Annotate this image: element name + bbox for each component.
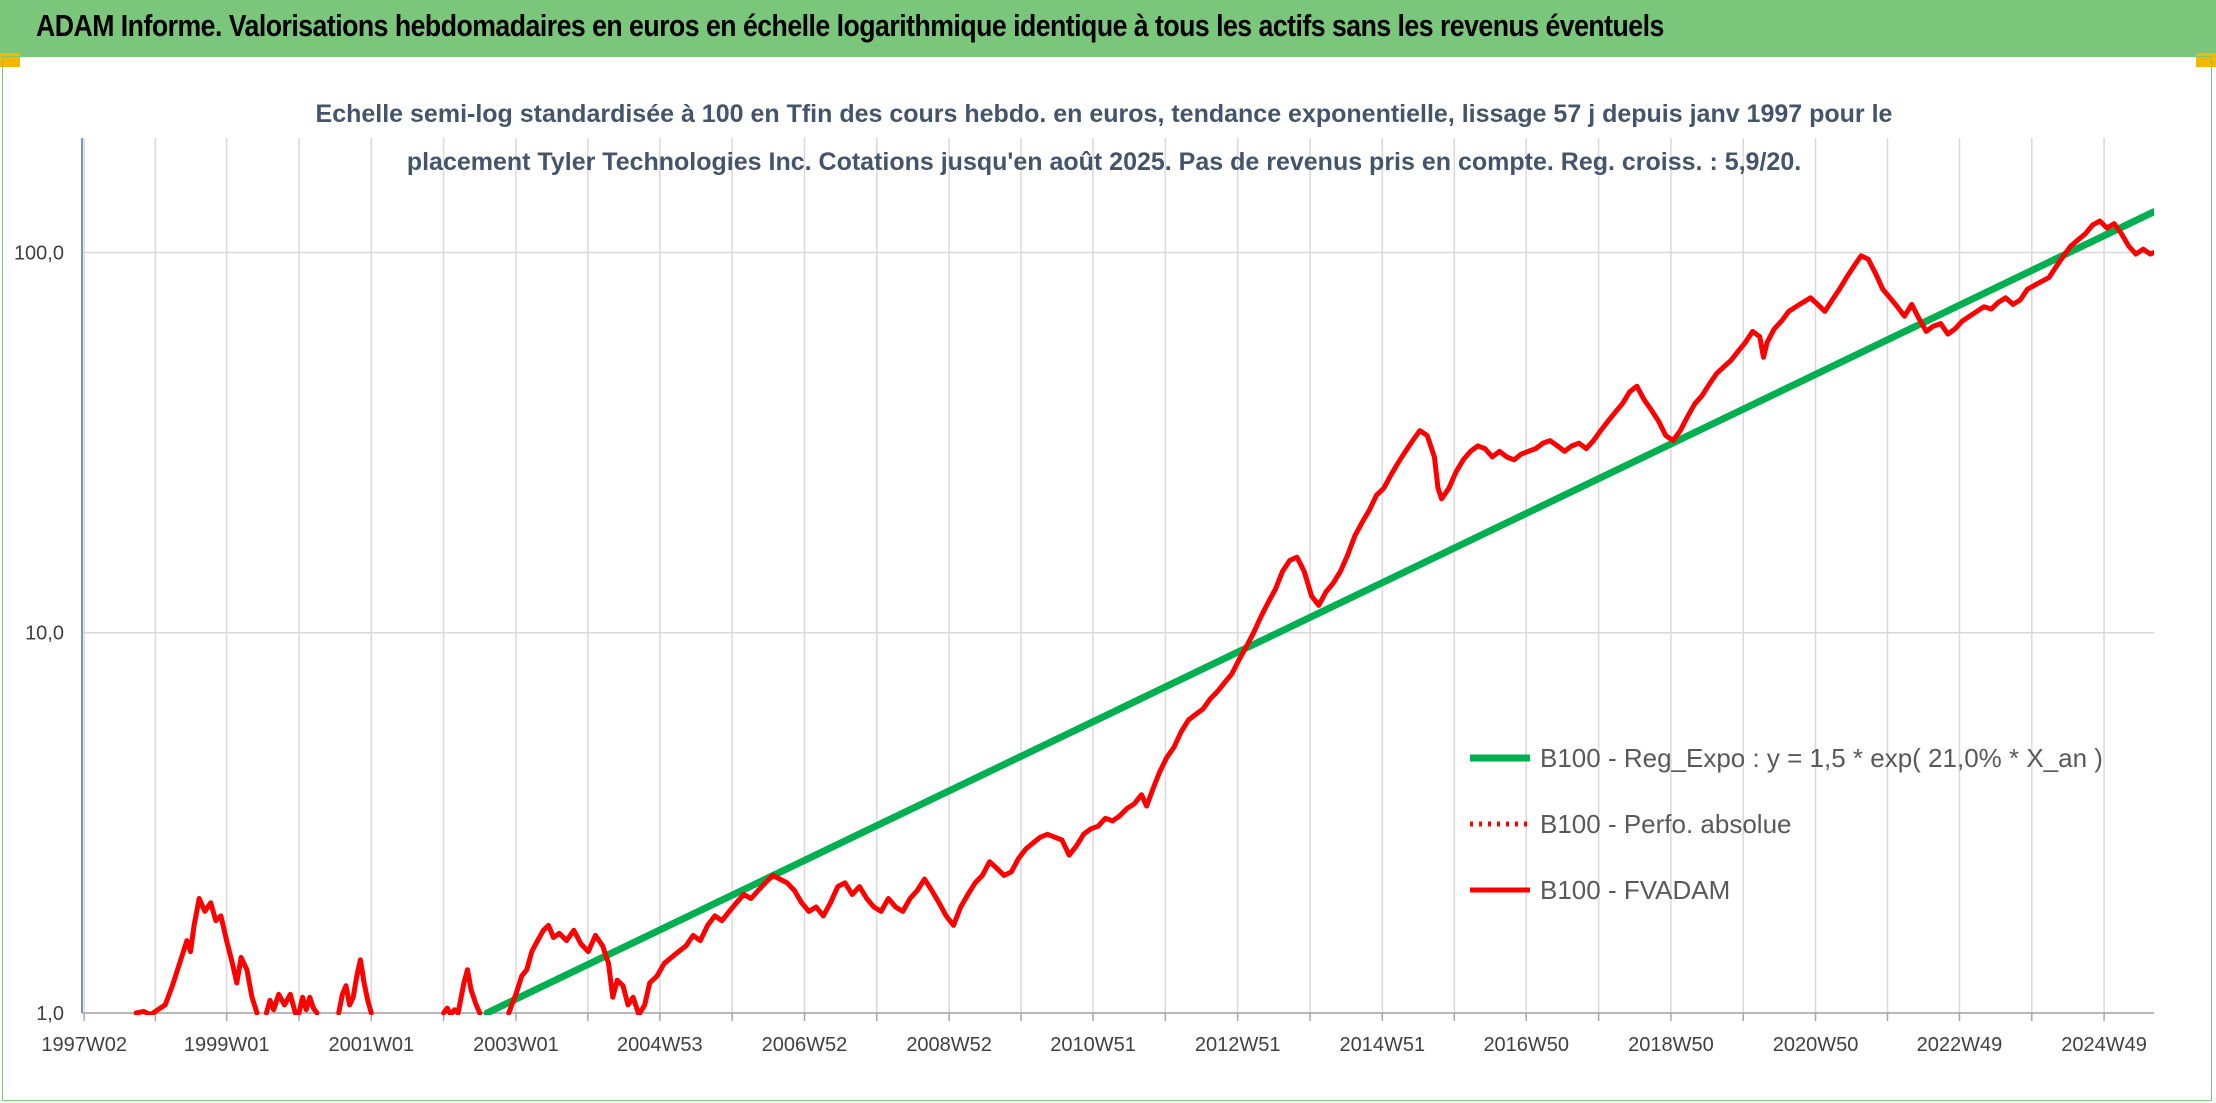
- legend-label-2: B100 - FVADAM: [1540, 875, 1730, 905]
- x-tick-label: 2020W50: [1773, 1034, 1859, 1056]
- x-tick-label: 2001W01: [328, 1034, 414, 1056]
- x-tick-label: 2018W50: [1628, 1034, 1714, 1056]
- series: [133, 208, 2154, 1015]
- x-tick-label: 2010W51: [1050, 1034, 1136, 1056]
- x-tick-label: 2022W49: [1917, 1034, 2003, 1056]
- header-banner: ADAM Informe. Valorisations hebdomadaire…: [0, 0, 2216, 56]
- chart-title: Echelle semi-log standardisée à 100 en T…: [316, 100, 1893, 176]
- x-tick-label: 2006W52: [762, 1034, 848, 1056]
- y-tick-label: 10,0: [25, 623, 64, 645]
- y-tick-label: 100,0: [14, 242, 64, 264]
- x-tick-label: 1999W01: [184, 1034, 270, 1056]
- series-line-2-segment-0: [133, 896, 260, 1015]
- series-line-2-segment-4: [441, 967, 483, 1015]
- series-line-2-segment-1: [263, 991, 298, 1015]
- series-line-2-segment-3: [336, 957, 374, 1015]
- x-tick-label: 1997W02: [41, 1034, 127, 1056]
- chart-title-line-2: placement Tyler Technologies Inc. Cotati…: [407, 148, 1801, 176]
- x-tick-label: 2014W51: [1340, 1034, 1426, 1056]
- x-tick-label: 2024W49: [2061, 1034, 2147, 1056]
- x-tick-label: 2012W51: [1195, 1034, 1281, 1056]
- legend: B100 - Reg_Expo : y = 1,5 * exp( 21,0% *…: [1470, 743, 2103, 905]
- x-tick-label: 2008W52: [906, 1034, 992, 1056]
- series-line-2-segment-5: [506, 218, 2154, 1015]
- x-tick-label: 2003W01: [473, 1034, 559, 1056]
- series-line-0-segment-0: [483, 208, 2154, 1015]
- x-tick-label: 2004W53: [617, 1034, 703, 1056]
- series-line-2-segment-2: [296, 994, 320, 1015]
- grid: [82, 138, 2154, 1014]
- chart-title-line-1: Echelle semi-log standardisée à 100 en T…: [316, 100, 1893, 128]
- y-tick-label: 1,0: [36, 1003, 64, 1025]
- axes: 1997W02 1999W01 2001W01 2003W01 2004W53 2006W…: [14, 138, 2154, 1056]
- legend-label-0: B100 - Reg_Expo : y = 1,5 * exp( 21,0% *…: [1540, 743, 2103, 773]
- chart-frame: [2, 56, 2212, 1101]
- legend-label-1: B100 - Perfo. absolue: [1540, 809, 1792, 839]
- x-tick-label: 2016W50: [1483, 1034, 1569, 1056]
- page-title: ADAM Informe. Valorisations hebdomadaire…: [36, 8, 1664, 43]
